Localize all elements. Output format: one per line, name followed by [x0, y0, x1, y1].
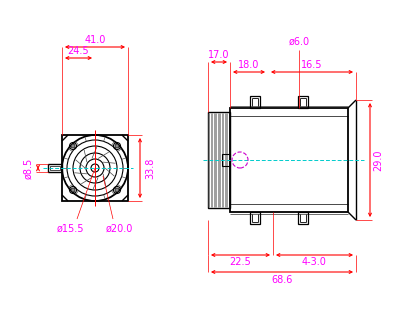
Text: 68.6: 68.6: [271, 275, 293, 285]
Bar: [62, 135, 128, 201]
Text: 18.0: 18.0: [238, 60, 260, 70]
Bar: [222, 154, 230, 166]
Bar: [48, 164, 62, 172]
Text: 17.0: 17.0: [208, 50, 230, 60]
Bar: [250, 212, 260, 224]
Text: 29.0: 29.0: [373, 149, 383, 171]
Text: 41.0: 41.0: [84, 35, 106, 45]
Bar: [230, 108, 348, 212]
Text: 22.5: 22.5: [229, 257, 251, 267]
Circle shape: [115, 188, 119, 192]
Bar: [250, 96, 260, 108]
Text: 16.5: 16.5: [301, 60, 323, 70]
Bar: [298, 212, 308, 224]
Circle shape: [115, 144, 119, 148]
Circle shape: [71, 144, 75, 148]
Text: 33.8: 33.8: [145, 157, 155, 179]
Text: 4-3.0: 4-3.0: [302, 257, 327, 267]
Bar: [50, 166, 60, 170]
Text: ø8.5: ø8.5: [23, 157, 33, 179]
Text: ø20.0: ø20.0: [105, 224, 133, 234]
Text: ø15.5: ø15.5: [56, 224, 84, 234]
Circle shape: [71, 188, 75, 192]
Bar: [298, 96, 308, 108]
Bar: [208, 112, 230, 208]
Text: 24.5: 24.5: [67, 46, 89, 56]
Text: ø6.0: ø6.0: [289, 37, 310, 47]
